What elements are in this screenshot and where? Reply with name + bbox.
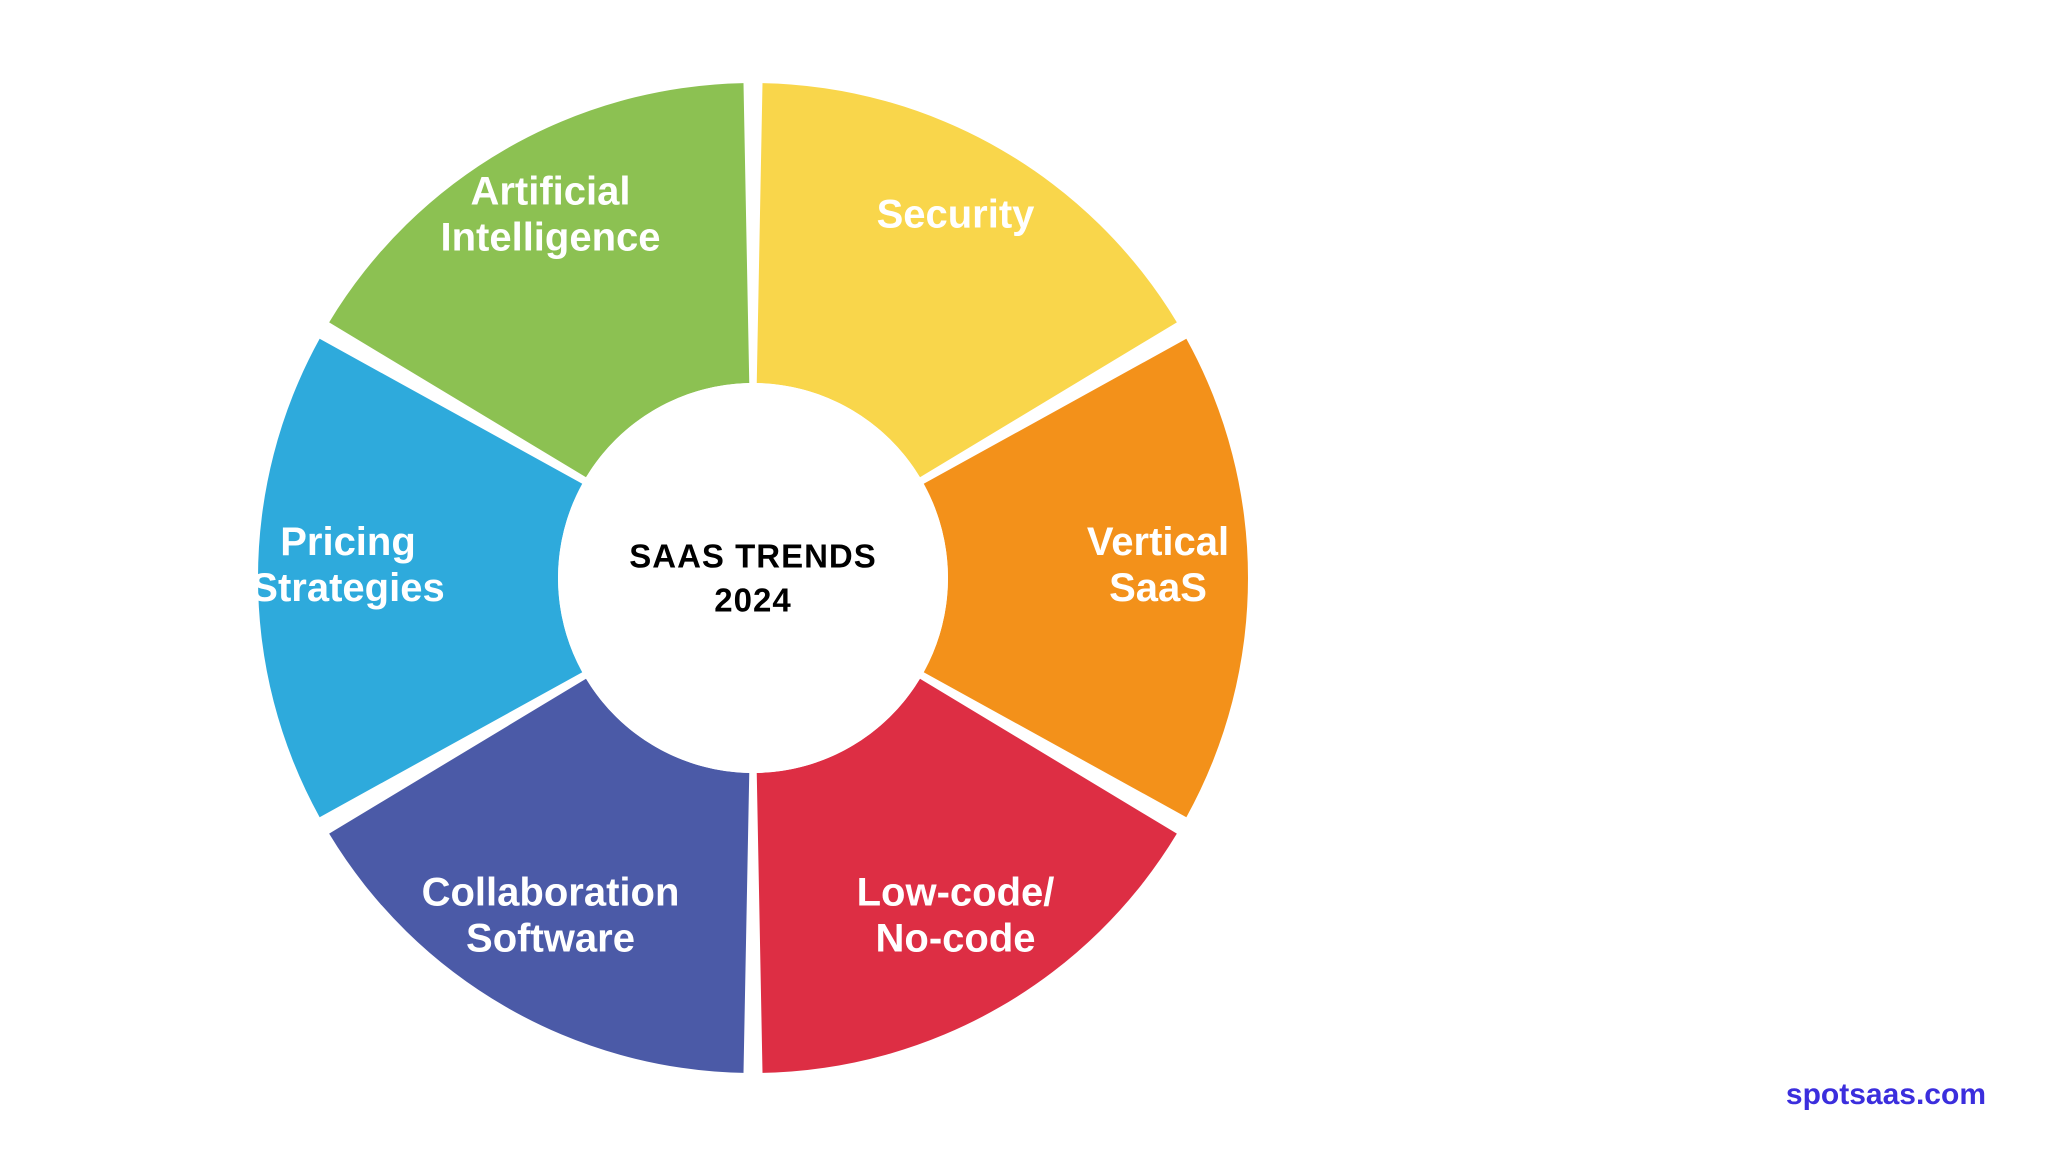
donut-segment-label: Security — [877, 192, 1036, 236]
attribution-text: spotsaas.com — [1786, 1078, 1986, 1112]
saas-trends-donut-chart: SecurityVerticalSaaSLow-code/No-codeColl… — [0, 0, 2048, 1152]
donut-center — [558, 383, 948, 773]
infographic-stage: SecurityVerticalSaaSLow-code/No-codeColl… — [0, 0, 2048, 1152]
